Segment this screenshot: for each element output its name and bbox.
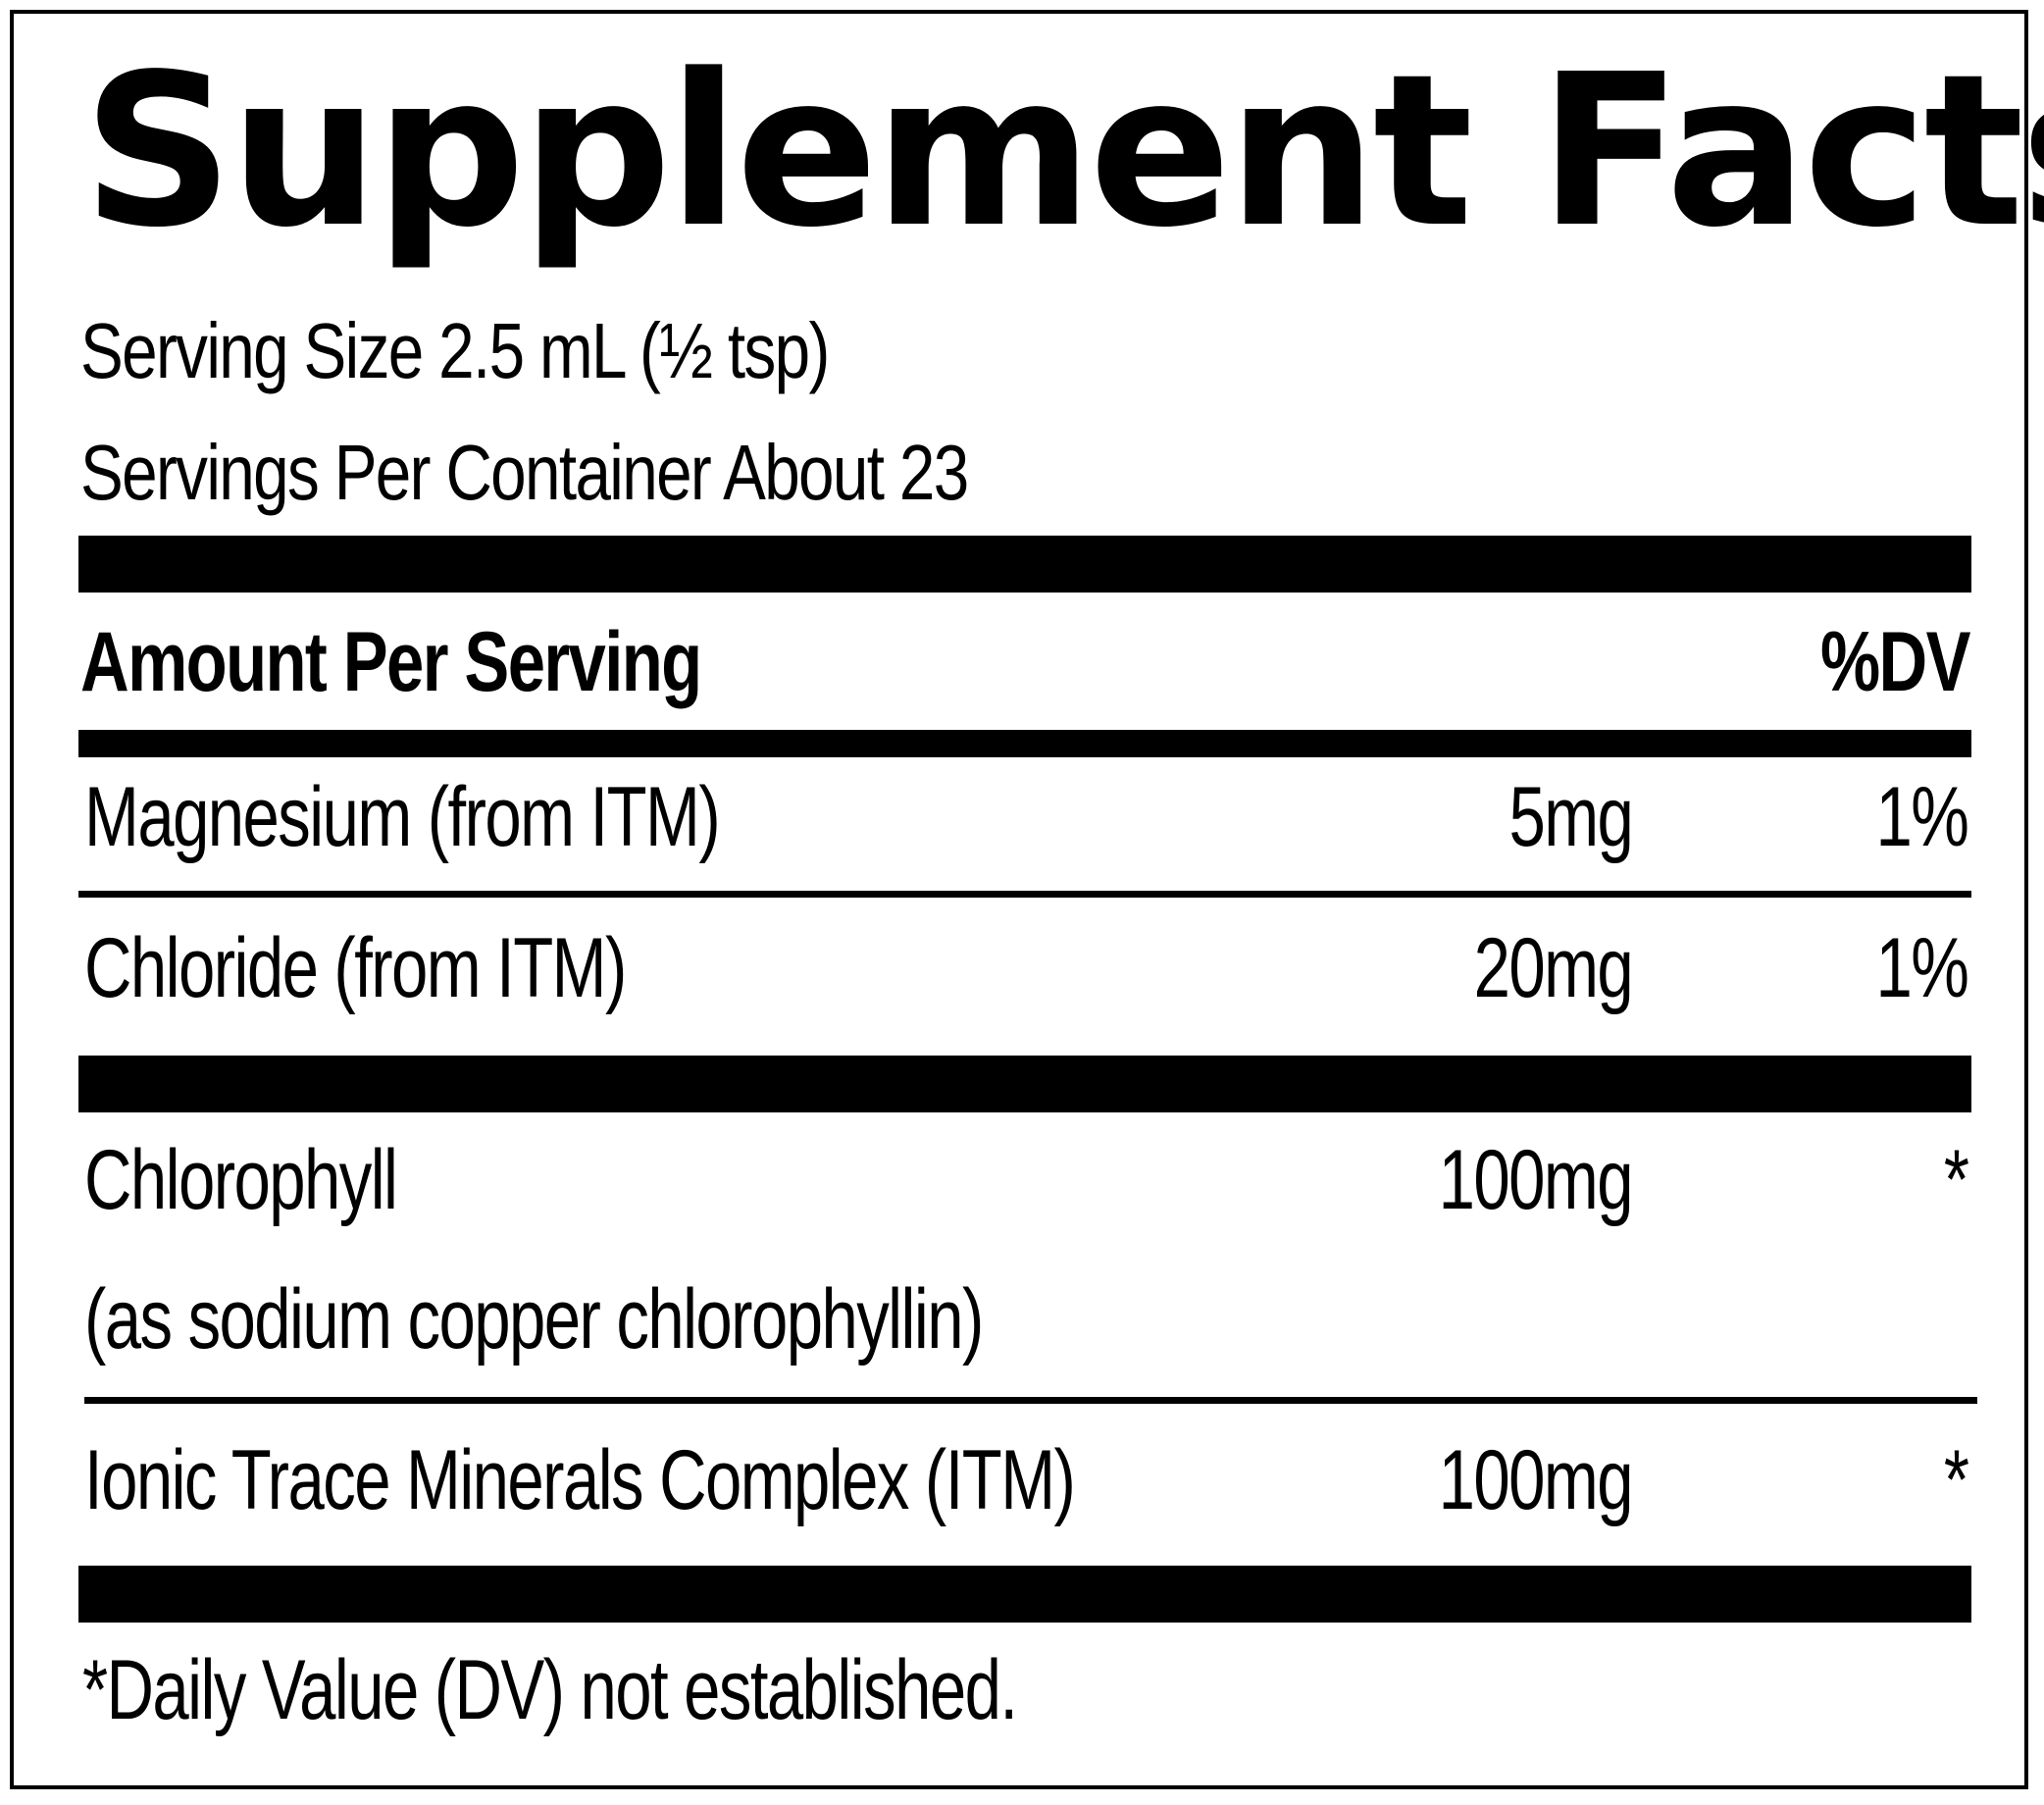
dv-header: %DV: [1820, 615, 1971, 709]
nutrient-name: Chloride (from ITM): [84, 921, 627, 1015]
supplement-facts-panel: [10, 10, 2028, 1789]
daily-value-footnote: *Daily Value (DV) not established.: [82, 1643, 1018, 1737]
thick-divider: [78, 536, 1971, 593]
thin-divider: [78, 891, 1971, 898]
ingredient-source: (as sodium copper chlorophyllin): [84, 1272, 984, 1367]
thick-divider: [78, 1056, 1971, 1112]
ingredient-name: Ionic Trace Minerals Complex (ITM): [84, 1433, 1076, 1527]
serving-size: Serving Size 2.5 mL (½ tsp): [80, 307, 830, 394]
nutrient-name: Magnesium (from ITM): [84, 770, 721, 864]
nutrient-dv: 1%: [1875, 921, 1968, 1015]
ingredient-amount: 100mg: [1438, 1433, 1634, 1527]
nutrient-amount: 5mg: [1508, 770, 1633, 864]
amount-per-serving-header: Amount Per Serving: [80, 615, 702, 709]
medium-divider: [78, 730, 1971, 757]
ingredient-dv: *: [1943, 1133, 1968, 1227]
thin-divider: [84, 1397, 1977, 1404]
nutrient-dv: 1%: [1875, 770, 1968, 864]
thick-divider: [78, 1566, 1971, 1623]
ingredient-dv: *: [1943, 1433, 1968, 1527]
ingredient-amount: 100mg: [1438, 1133, 1634, 1227]
ingredient-name: Chlorophyll: [84, 1133, 398, 1227]
servings-per-container: Servings Per Container About 23: [80, 429, 969, 516]
nutrient-amount: 20mg: [1473, 921, 1633, 1015]
panel-title: Supplement Facts: [82, 29, 2044, 274]
